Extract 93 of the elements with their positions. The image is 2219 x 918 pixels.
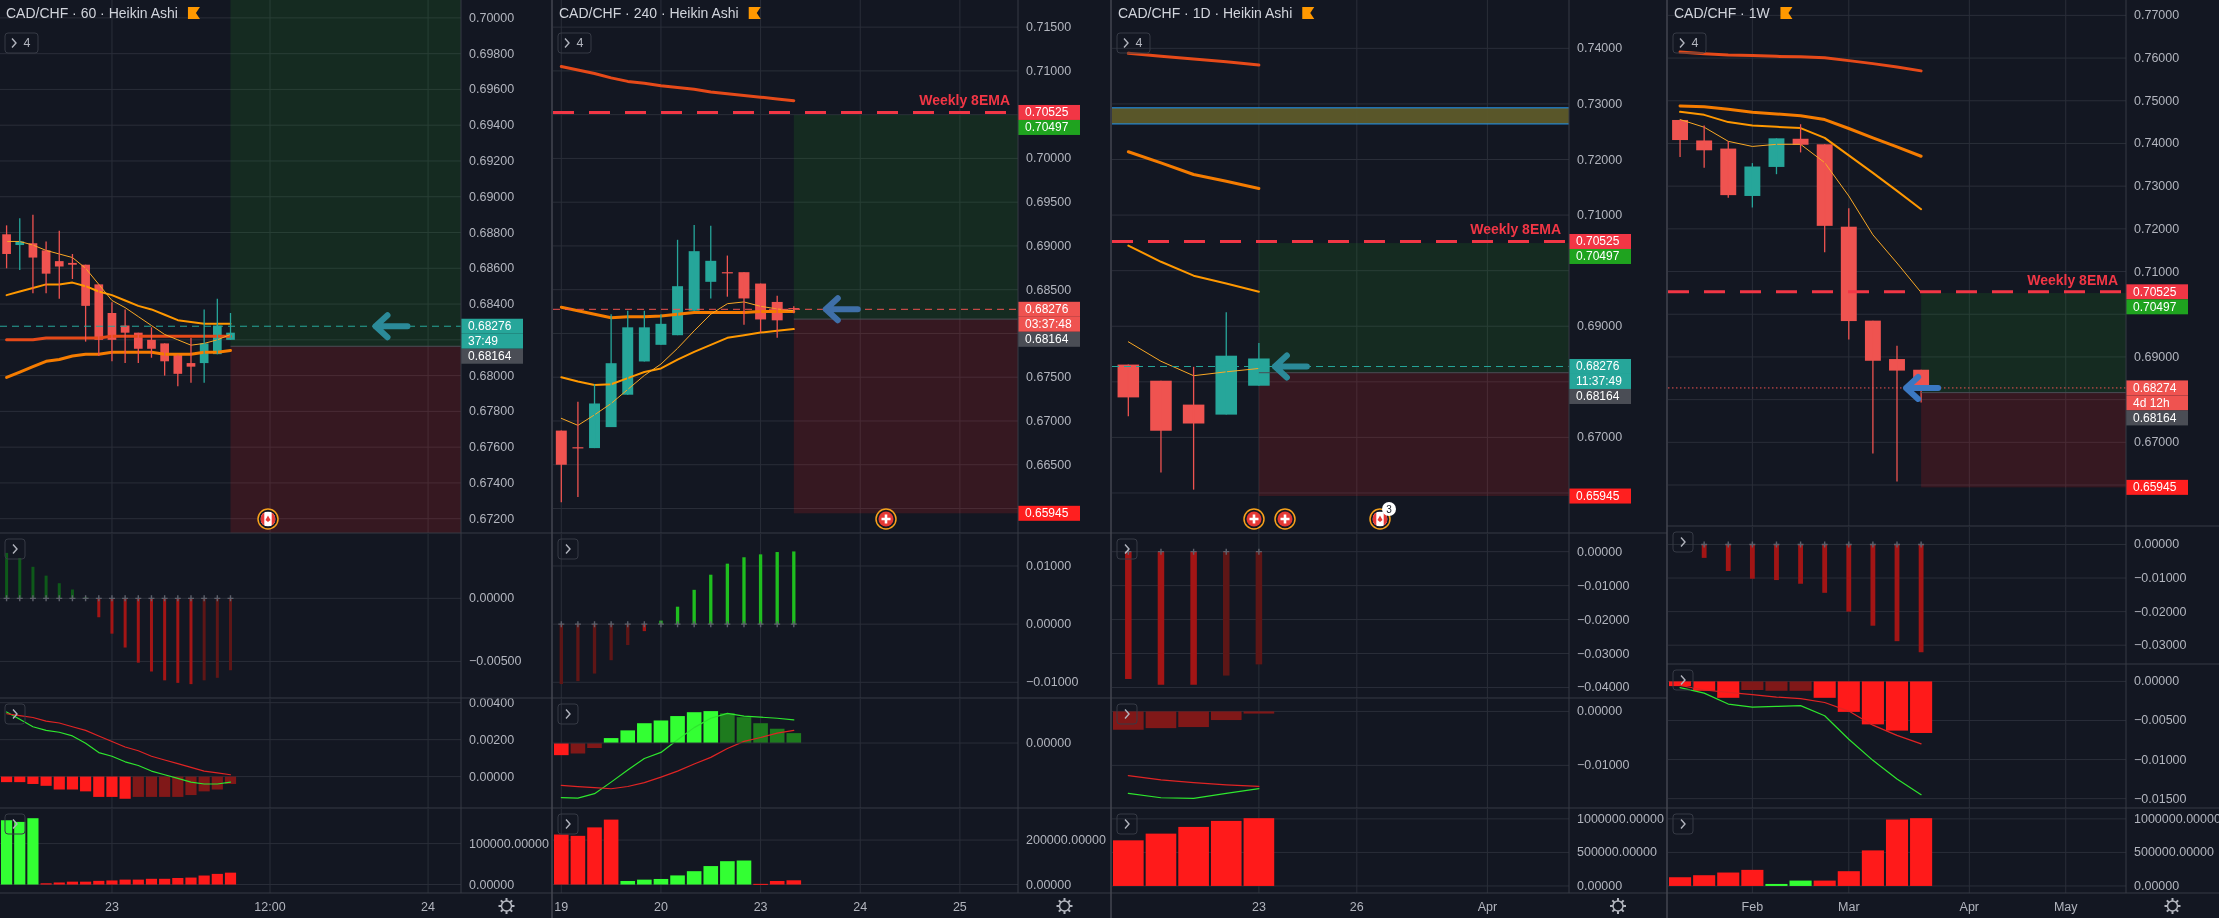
y-tick-label: 0.71000 [2134, 264, 2180, 279]
annotation: 4 [1691, 36, 1699, 50]
y-tick-label: 0.73000 [2134, 179, 2180, 194]
band-label: 0.70497 [2133, 299, 2177, 314]
band-label: 0.65945 [2133, 480, 2177, 495]
x-tick-label: 26 [1349, 900, 1364, 914]
y-tick-label: 0.69500 [1026, 195, 1072, 210]
band-label: 0.70497 [1025, 120, 1069, 135]
x-tick-label: 23 [1251, 900, 1266, 914]
count-badge: 3 [1382, 502, 1396, 516]
y-tick-label: 0.69000 [1026, 238, 1072, 253]
text: 11:37:49 [1576, 374, 1623, 389]
y-tick-label: 0.00000 [1026, 877, 1072, 892]
chart-title: CAD/CHF · 240 · Heikin Ashi [559, 5, 739, 21]
annotation: 3 [1386, 503, 1393, 515]
y-tick-label: −0.01000 [2134, 571, 2187, 586]
band-label: 0.65945 [1576, 489, 1620, 504]
ref-line-label: 0.70525 [2133, 284, 2177, 299]
ref-line-label: 0.68274 [2133, 380, 2177, 395]
y-tick-label: 0.66500 [1026, 457, 1072, 472]
y-tick-label: −0.02000 [1577, 612, 1630, 627]
ref-line-label: 0.68164 [1576, 389, 1620, 404]
y-tick-label: 0.71500 [1026, 20, 1072, 35]
y-tick-label: 0.69000 [1577, 319, 1623, 334]
x-tick-label: 23 [753, 900, 768, 914]
y-tick-label: −0.03000 [2134, 638, 2187, 653]
y-tick-label: 0.68500 [1026, 282, 1072, 297]
x-tick-label: 24 [853, 900, 868, 914]
y-tick-label: 0.74000 [2134, 136, 2180, 151]
y-tick-label: 200000.00000 [1026, 833, 1106, 848]
annotation: Weekly 8EMA [919, 92, 1010, 109]
y-tick-label: 0.67000 [2134, 435, 2180, 450]
y-tick-label: 0.67500 [1026, 370, 1072, 385]
x-tick-label: 25 [952, 900, 967, 914]
chart-title: CAD/CHF · 1W [1674, 5, 1771, 21]
x-tick-label: 19 [554, 900, 569, 914]
y-tick-label: 0.70000 [1026, 151, 1072, 166]
chevron-button: 4 [557, 32, 592, 54]
y-tick-label: −0.01000 [2134, 752, 2187, 767]
y-tick-label: 0.71000 [1026, 63, 1072, 78]
x-tick-label: Mar [1838, 900, 1860, 914]
text: 4d 12h [2133, 395, 2170, 410]
y-tick-label: 0.67000 [1577, 430, 1623, 445]
y-tick-label: 0.69000 [2134, 349, 2180, 364]
y-tick-label: −0.02000 [2134, 604, 2187, 619]
x-tick-label: Apr [1959, 900, 1980, 914]
ref-line-label: 0.68164 [1025, 332, 1069, 347]
y-tick-label: −0.04000 [1577, 680, 1630, 695]
y-tick-label: 0.00000 [1577, 544, 1623, 559]
y-tick-label: 0.77000 [2134, 8, 2180, 23]
ref-line-label: 0.70525 [1576, 234, 1620, 249]
y-tick-label: 0.76000 [2134, 51, 2180, 66]
chart-title: CAD/CHF · 1D · Heikin Ashi [1118, 5, 1293, 21]
chevron-button: 4 [1116, 32, 1151, 54]
y-tick-label: −0.01000 [1577, 758, 1630, 773]
y-tick-label: 0.72000 [2134, 221, 2180, 236]
y-tick-label: 0.00000 [2134, 537, 2180, 552]
y-tick-label: 0.00000 [2134, 878, 2180, 893]
y-tick-label: 0.75000 [2134, 93, 2180, 108]
ref-line-label: 0.68164 [2133, 410, 2177, 425]
y-tick-label: 500000.00000 [2134, 845, 2214, 860]
chevron-button: 4 [1672, 32, 1707, 54]
x-tick-label: Apr [1477, 900, 1498, 914]
annotation: 4 [1135, 36, 1143, 50]
y-tick-label: −0.01500 [2134, 791, 2187, 806]
x-tick-label: Feb [1741, 900, 1764, 914]
annotation: Weekly 8EMA [2027, 271, 2118, 288]
y-tick-label: −0.01000 [1026, 675, 1079, 690]
y-tick-label: 0.74000 [1577, 41, 1623, 56]
x-tick-label: May [2053, 900, 2079, 914]
y-tick-label: −0.01000 [1577, 578, 1630, 593]
y-tick-label: 0.00000 [1577, 878, 1623, 893]
y-tick-label: 0.00000 [1026, 617, 1072, 632]
ref-line-label: 0.70525 [1025, 105, 1069, 120]
y-tick-label: 0.01000 [1026, 558, 1072, 573]
band-label: 0.65945 [1025, 506, 1069, 521]
band-label: 0.70497 [1576, 249, 1620, 264]
y-tick-label: 500000.00000 [1577, 845, 1657, 860]
annotation: 4 [576, 36, 584, 50]
ref-line-label: 0.68276 [1025, 302, 1069, 317]
y-tick-label: 0.67000 [1026, 413, 1072, 428]
y-tick-label: −0.03000 [1577, 646, 1630, 661]
y-tick-label: 0.00000 [1577, 704, 1623, 719]
x-tick-label: 20 [653, 900, 668, 914]
text: 03:37:48 [1025, 317, 1073, 332]
annotation: Weekly 8EMA [1470, 221, 1561, 238]
y-tick-label: −0.00500 [2134, 713, 2187, 728]
y-tick-label: 0.71000 [1577, 208, 1623, 223]
y-tick-label: 0.73000 [1577, 96, 1623, 111]
ref-line-label: 0.68276 [1576, 359, 1620, 374]
y-tick-label: 0.00000 [2134, 674, 2180, 689]
y-tick-label: 0.72000 [1577, 152, 1623, 167]
y-tick-label: 1000000.00000 [1577, 811, 1664, 826]
